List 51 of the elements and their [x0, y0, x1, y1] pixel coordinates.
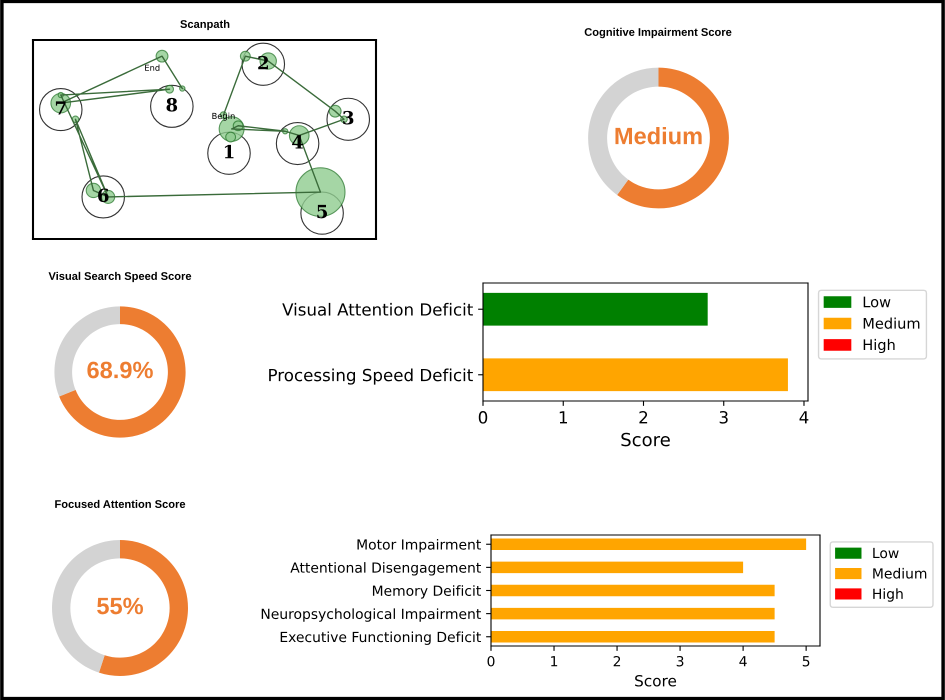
donut-slice	[617, 68, 729, 208]
y-tick-label: Processing Speed Deficit	[269, 368, 473, 385]
x-tick-label: 1	[551, 656, 558, 666]
x-axis-title: Score	[635, 674, 676, 687]
legend-label: Low	[864, 296, 890, 308]
text: 3	[343, 110, 354, 125]
x-tick-label: 0	[478, 411, 488, 424]
x-tick-label: 2	[639, 411, 648, 424]
donut-slice	[98, 540, 188, 676]
bar	[491, 630, 775, 643]
legend-label: High	[864, 338, 895, 354]
bar	[491, 608, 775, 620]
text: 5	[317, 204, 328, 218]
bar	[491, 584, 775, 596]
text: Scanpath	[180, 20, 230, 30]
text: End	[145, 64, 160, 71]
text: 7	[56, 101, 66, 115]
x-tick-label: 4	[800, 411, 808, 424]
y-tick-label: Attentional Disengagement	[290, 562, 481, 576]
x-axis-title: Score	[621, 432, 670, 446]
text: 4	[292, 135, 304, 149]
legend-label: Low	[873, 548, 899, 558]
legend-label: Medium	[864, 318, 920, 329]
x-tick-label: 4	[739, 656, 747, 666]
y-tick-label: Neuropsychological Impairment	[262, 608, 481, 622]
chart-title: Focused Attention Score	[55, 500, 186, 508]
bar	[491, 562, 744, 574]
x-tick-label: 5	[802, 656, 810, 666]
text: 68.9%	[87, 362, 153, 378]
x-tick-label: 1	[560, 411, 568, 424]
y-tick-label: Visual Attention Deficit	[282, 302, 473, 316]
x-tick-label: 0	[487, 656, 494, 666]
text: 55%	[97, 598, 144, 614]
text: Medium	[615, 126, 702, 144]
y-tick-label: Motor Impairment	[357, 538, 481, 552]
legend-label: High	[873, 588, 903, 602]
text: 6	[98, 188, 109, 202]
x-tick-label: 3	[676, 656, 684, 666]
x-tick-label: 2	[614, 656, 620, 666]
text: 2	[258, 56, 268, 70]
bar	[491, 538, 806, 550]
donut-slice	[59, 306, 186, 438]
y-tick-label: Executive Functioning Deficit	[280, 631, 481, 645]
chart-title: Visual Search Speed Score	[48, 272, 192, 282]
chart-title: Cognitive Impairment Score	[584, 28, 732, 38]
text: Begin	[212, 112, 235, 121]
text: 1	[224, 144, 234, 158]
y-tick-label: Memory Deificit	[372, 585, 481, 599]
x-tick-label: 3	[720, 411, 728, 424]
text: 8	[166, 98, 178, 112]
legend-label: Medium	[873, 568, 926, 579]
